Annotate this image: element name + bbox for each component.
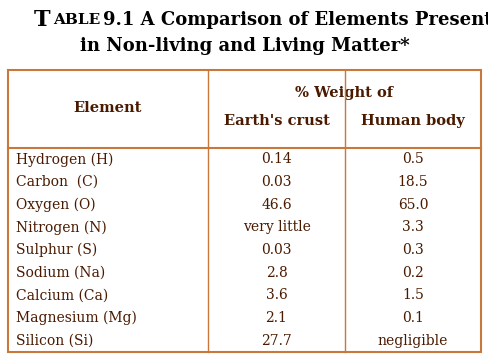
Text: Calcium (Ca): Calcium (Ca) [16, 288, 108, 303]
Text: 0.14: 0.14 [261, 153, 291, 166]
Text: 0.1: 0.1 [401, 311, 423, 325]
Text: ABLE: ABLE [53, 13, 100, 27]
Text: Element: Element [74, 101, 142, 115]
Text: Sodium (Na): Sodium (Na) [16, 266, 105, 280]
Text: in Non-living and Living Matter*: in Non-living and Living Matter* [80, 37, 408, 55]
Text: negligible: negligible [377, 334, 447, 348]
Text: 46.6: 46.6 [261, 198, 291, 212]
Text: Sulphur (S): Sulphur (S) [16, 243, 97, 257]
Text: T: T [33, 9, 50, 31]
Text: very little: very little [242, 220, 310, 234]
Text: Carbon  (C): Carbon (C) [16, 175, 98, 189]
Text: 0.03: 0.03 [261, 175, 291, 189]
Text: Nitrogen (N): Nitrogen (N) [16, 220, 106, 234]
Text: 1.5: 1.5 [401, 288, 423, 303]
Text: 0.5: 0.5 [401, 153, 423, 166]
Text: 3.6: 3.6 [265, 288, 287, 303]
Text: Hydrogen (H): Hydrogen (H) [16, 152, 113, 166]
Text: 18.5: 18.5 [397, 175, 427, 189]
Text: 0.2: 0.2 [401, 266, 423, 280]
Text: 9.1 A Comparison of Elements Present: 9.1 A Comparison of Elements Present [102, 11, 488, 29]
Text: Human body: Human body [360, 114, 464, 128]
Text: 0.03: 0.03 [261, 243, 291, 257]
Text: Silicon (Si): Silicon (Si) [16, 334, 93, 348]
Text: 0.3: 0.3 [401, 243, 423, 257]
Text: 65.0: 65.0 [397, 198, 427, 212]
Text: 2.8: 2.8 [265, 266, 287, 280]
Text: Earth's crust: Earth's crust [223, 114, 329, 128]
Text: Oxygen (O): Oxygen (O) [16, 198, 96, 212]
Text: % Weight of: % Weight of [295, 86, 393, 100]
Text: Magnesium (Mg): Magnesium (Mg) [16, 311, 137, 325]
Text: 27.7: 27.7 [261, 334, 291, 348]
Text: 3.3: 3.3 [401, 220, 423, 234]
Text: 2.1: 2.1 [265, 311, 287, 325]
